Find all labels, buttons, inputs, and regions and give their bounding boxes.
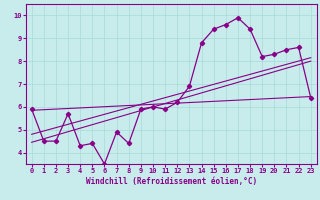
X-axis label: Windchill (Refroidissement éolien,°C): Windchill (Refroidissement éolien,°C) [86, 177, 257, 186]
